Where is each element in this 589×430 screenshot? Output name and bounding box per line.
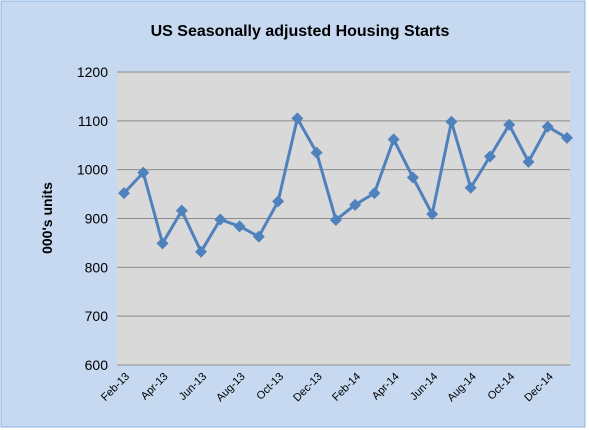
y-tick-label: 1200 bbox=[77, 64, 108, 80]
data-point bbox=[233, 220, 246, 233]
data-point bbox=[368, 187, 381, 200]
data-point bbox=[137, 166, 150, 179]
data-point bbox=[175, 204, 188, 217]
data-point bbox=[310, 146, 323, 159]
chart-title: US Seasonally adjusted Housing Starts bbox=[151, 23, 450, 40]
data-point bbox=[541, 120, 554, 133]
data-point bbox=[522, 155, 535, 168]
data-point bbox=[483, 150, 496, 163]
y-tick-label: 700 bbox=[85, 308, 109, 324]
data-point bbox=[406, 171, 419, 184]
y-tick-label: 1000 bbox=[77, 162, 108, 178]
y-tick-label: 600 bbox=[85, 357, 109, 373]
data-point bbox=[291, 112, 304, 125]
data-point bbox=[561, 131, 573, 144]
data-point bbox=[272, 195, 285, 208]
data-point bbox=[214, 213, 227, 226]
data-point bbox=[118, 187, 130, 200]
data-point bbox=[156, 237, 169, 250]
data-point bbox=[426, 208, 439, 221]
data-point bbox=[329, 213, 342, 226]
data-point bbox=[252, 230, 265, 243]
data-point bbox=[387, 133, 400, 146]
y-tick-label: 900 bbox=[85, 211, 109, 227]
data-point bbox=[195, 245, 208, 258]
y-axis-label: 000's units bbox=[39, 182, 55, 254]
y-tick-label: 800 bbox=[85, 259, 109, 275]
data-point bbox=[445, 115, 458, 128]
data-point bbox=[503, 118, 516, 131]
y-tick-label: 1100 bbox=[78, 113, 108, 129]
series-line bbox=[122, 116, 568, 254]
data-point bbox=[464, 181, 477, 194]
data-point bbox=[349, 198, 362, 211]
